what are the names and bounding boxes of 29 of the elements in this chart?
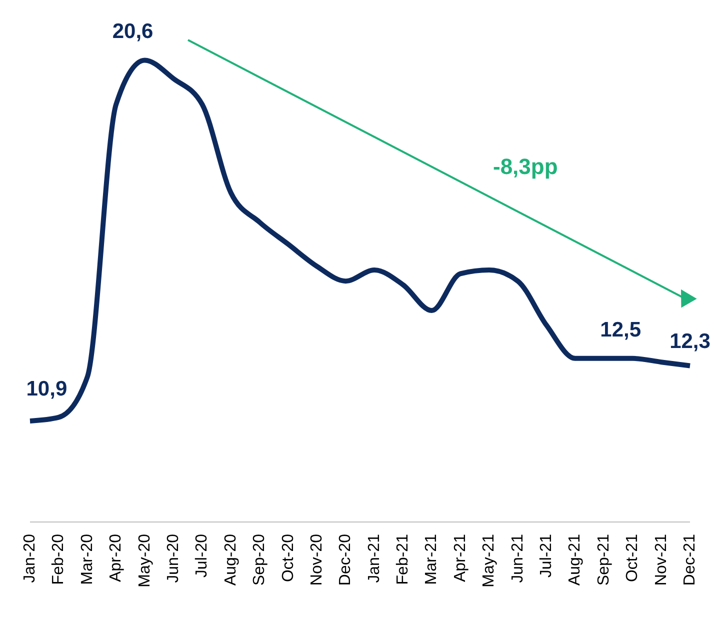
data-label: 10,9 (26, 377, 68, 400)
x-tick-label: Mar-21 (423, 534, 440, 585)
x-tick-label: Aug-21 (566, 534, 584, 586)
x-tick-label: Sep-21 (595, 534, 612, 586)
x-tick-label: Jan-20 (22, 534, 38, 583)
x-tick-label: Apr-21 (452, 534, 469, 582)
x-tick-label: Jun-21 (509, 534, 526, 583)
x-tick-label: Dec-20 (337, 534, 354, 586)
x-tick-label: Nov-20 (308, 534, 326, 586)
x-tick-label: Jan-21 (366, 534, 383, 583)
x-tick-label: Oct-20 (280, 534, 297, 582)
x-tick-label: Feb-21 (394, 534, 412, 585)
x-tick-label: Oct-21 (624, 534, 642, 582)
x-tick-label: May-21 (480, 534, 498, 588)
x-tick-label: Sep-20 (251, 534, 268, 586)
x-tick-label: Jul-21 (538, 534, 556, 578)
x-tick-label: Mar-20 (78, 534, 96, 585)
x-tick-label: Feb-20 (50, 534, 68, 585)
x-tick-label: Nov-21 (652, 534, 670, 586)
data-label: 12,3 (670, 330, 710, 353)
annotation: -8,3pp (493, 154, 558, 180)
data-label: 12,5 (600, 318, 642, 342)
x-tick-label: Aug-20 (222, 534, 240, 586)
x-tick-label: May-20 (136, 534, 154, 588)
x-tick-label: Jun-20 (164, 534, 182, 583)
x-tick-label: Jul-20 (194, 534, 211, 578)
x-tick-label: Dec-21 (682, 534, 698, 586)
data-label: 20,6 (112, 20, 154, 44)
x-tick-label: Apr-20 (108, 534, 125, 582)
